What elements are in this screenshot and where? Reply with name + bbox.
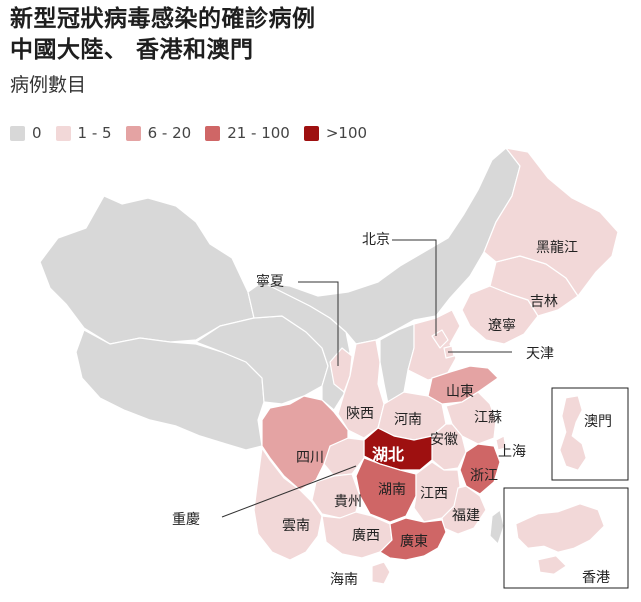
- region-fujian: [441, 485, 487, 535]
- region-heilongjiang: [483, 147, 619, 297]
- legend-item-2: 6 - 20: [125, 124, 192, 142]
- label-ningxia: 寧夏: [256, 273, 284, 290]
- legend: 0 1 - 5 6 - 20 21 - 100 >100: [10, 124, 381, 142]
- region-hainan: [371, 561, 391, 585]
- region-yunnan: [253, 447, 323, 561]
- region-shanxi: [379, 323, 415, 405]
- label-guizhou: 貴州: [334, 494, 362, 510]
- region-hongkong-island: [537, 555, 567, 575]
- label-chongqing: 重慶: [172, 512, 200, 528]
- leader-line-chongqing: [221, 465, 357, 518]
- label-guangxi: 廣西: [352, 527, 380, 544]
- map-subtitle: 病例數目: [10, 74, 87, 96]
- legend-label: 6 - 20: [147, 124, 192, 142]
- region-shaanxi: [337, 339, 385, 439]
- label-shanghai: 上海: [498, 444, 526, 460]
- region-shanghai: [495, 435, 507, 451]
- legend-swatch: [55, 125, 71, 141]
- legend-label: 1 - 5: [77, 124, 112, 142]
- label-hongkong: 香港: [582, 570, 610, 586]
- region-hongkong: [515, 503, 605, 553]
- legend-item-4: >100: [303, 124, 368, 142]
- legend-item-3: 21 - 100: [205, 124, 290, 142]
- label-shandong: 山東: [446, 384, 474, 400]
- label-hubei: 湖北: [372, 445, 404, 464]
- leader-lines: [221, 239, 512, 518]
- region-zhejiang: [459, 443, 501, 495]
- label-henan: 河南: [394, 412, 422, 428]
- map-title-line-2: 中國大陸、 香港和澳門: [10, 37, 254, 63]
- region-guangdong: [379, 517, 447, 561]
- label-shaanxi: 陝西: [346, 406, 374, 422]
- legend-swatch: [10, 125, 25, 141]
- label-fujian: 福建: [452, 508, 480, 524]
- label-macau: 澳門: [584, 414, 612, 430]
- label-anhui: 安徽: [430, 432, 458, 448]
- legend-swatch: [125, 125, 141, 141]
- legend-swatch: [205, 125, 221, 141]
- label-sichuan: 四川: [296, 450, 324, 466]
- legend-label: 0: [32, 124, 42, 142]
- leader-line-beijing: [392, 239, 437, 336]
- label-jiangsu: 江蘇: [474, 410, 502, 426]
- region-xinjiang: [39, 195, 255, 345]
- label-zhejiang: 浙江: [470, 468, 498, 484]
- label-beijing: 北京: [362, 232, 390, 248]
- label-yunnan: 雲南: [282, 518, 310, 534]
- label-hainan: 海南: [330, 572, 358, 588]
- label-jilin: 吉林: [530, 294, 558, 310]
- region-sichuan: [261, 395, 349, 491]
- legend-item-0: 0: [10, 124, 42, 142]
- legend-label: 21 - 100: [227, 124, 290, 142]
- label-jiangxi: 江西: [420, 486, 448, 502]
- legend-swatch: [303, 125, 319, 141]
- label-tianjin: 天津: [526, 346, 554, 362]
- region-hunan: [355, 457, 417, 523]
- label-liaoning: 遼寧: [488, 317, 516, 334]
- legend-label: >100: [325, 124, 368, 142]
- map-title-line-1: 新型冠狀病毒感染的確診病例: [10, 6, 316, 32]
- region-macau: [559, 395, 587, 471]
- region-taiwan: [489, 509, 505, 545]
- leader-line-ningxia: [298, 281, 339, 366]
- region-hebei: [407, 309, 461, 381]
- macau-inset-frame: [551, 387, 629, 481]
- legend-item-1: 1 - 5: [55, 124, 112, 142]
- label-guangdong: 廣東: [400, 533, 428, 550]
- region-hubei: [363, 427, 433, 471]
- label-heilongjiang: 黑龍江: [536, 239, 578, 256]
- title-block: 新型冠狀病毒感染的確診病例 中國大陸、 香港和澳門 病例數目: [10, 4, 316, 97]
- label-hunan: 湖南: [378, 482, 406, 498]
